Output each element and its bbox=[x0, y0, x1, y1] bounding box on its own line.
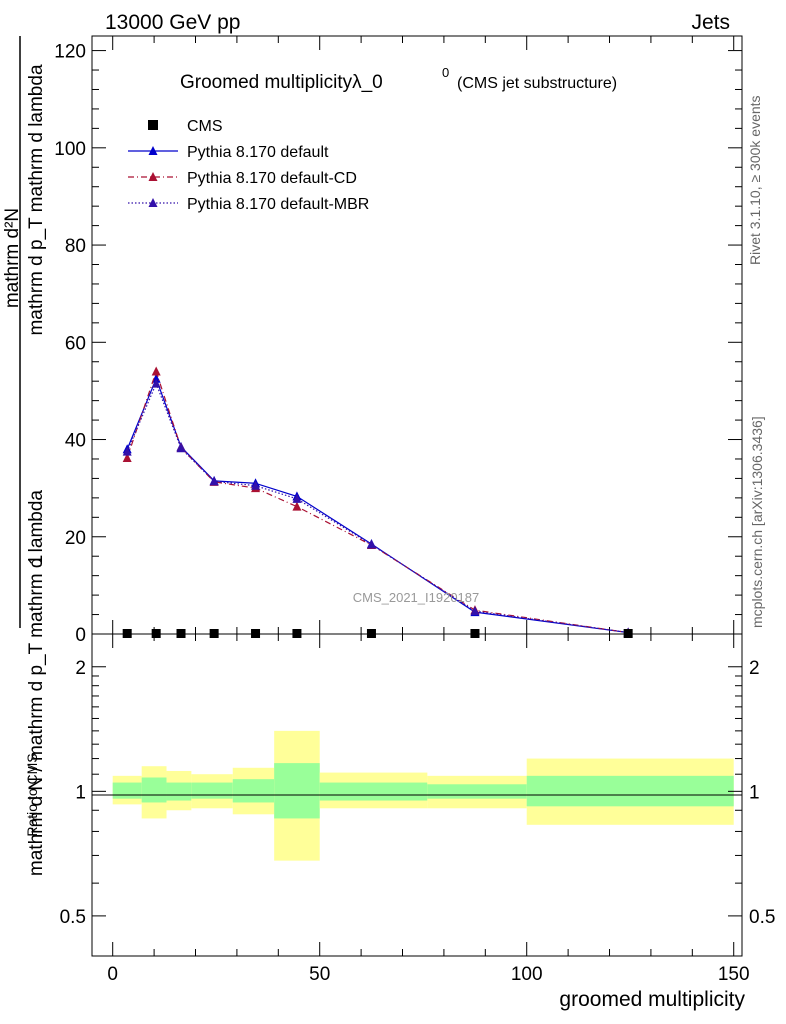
ratio-band-green bbox=[319, 782, 428, 801]
legend-marker bbox=[148, 172, 158, 181]
series-3-point bbox=[251, 480, 261, 490]
ratio-y-tick-label-right: 0.5 bbox=[749, 907, 775, 928]
chart-title-text: Groomed multiplicityλ_0 bbox=[180, 72, 383, 93]
ratio-band-green bbox=[232, 779, 275, 803]
mcplots-label: mcplots.cern.ch [arXiv:1306.3436] bbox=[749, 416, 765, 628]
x-tick-label: 100 bbox=[511, 964, 543, 985]
legend-label: Pythia 8.170 default-MBR bbox=[187, 196, 369, 213]
x-tick-label: 0 bbox=[107, 964, 118, 985]
y-label-prefix: 1 bbox=[26, 555, 47, 566]
ratio-band-green bbox=[526, 775, 734, 807]
series-2-point bbox=[292, 501, 302, 511]
ratio-y-tick-label: 1 bbox=[75, 782, 86, 803]
series-3-point bbox=[470, 606, 480, 616]
chart-title-superscript: 0 bbox=[442, 65, 449, 80]
ratio-band-green bbox=[191, 782, 233, 799]
y-tick-label: 100 bbox=[54, 139, 86, 160]
series-3-point bbox=[176, 443, 186, 453]
legend-label: CMS bbox=[187, 118, 223, 135]
y-tick-label: 40 bbox=[65, 431, 86, 452]
legend: CMS Pythia 8.170 default Pythia 8.170 defa… bbox=[128, 118, 369, 213]
x-tick-label: 150 bbox=[718, 964, 750, 985]
series-3-point bbox=[292, 493, 302, 503]
y-tick-label: 120 bbox=[54, 42, 86, 63]
rivet-label: Rivet 3.1.10, ≥ 300k events bbox=[747, 95, 763, 265]
ratio-plot-panel: 0.5 0.5 1 1 2 2 0 50 100 150 bbox=[60, 633, 775, 985]
y-tick-label: 0 bbox=[75, 625, 86, 646]
legend-label: Pythia 8.170 default-CD bbox=[187, 170, 357, 187]
ratio-axis-ticks: 0.5 0.5 1 1 2 2 0 50 100 150 bbox=[60, 634, 775, 985]
ratio-plot-frame bbox=[91, 633, 743, 957]
series-3-point bbox=[122, 446, 132, 456]
ratio-y-tick-label: 2 bbox=[75, 658, 86, 679]
main-axis-ticks: 0 20 40 60 80 100 120 bbox=[54, 36, 742, 646]
ratio-band-green bbox=[427, 784, 527, 799]
chart-title: Groomed multiplicityλ_0 0 (CMS jet subst… bbox=[180, 65, 617, 93]
main-y-axis-label: 1 mathrm d N / mathrm d p_T mathrm d lam… bbox=[2, 36, 47, 876]
legend-label: Pythia 8.170 default bbox=[187, 144, 329, 161]
analysis-watermark: CMS_2021_I1920187 bbox=[353, 590, 480, 605]
y-label-numerator: mathrm d²N bbox=[2, 208, 23, 308]
ratio-band-green bbox=[112, 782, 142, 799]
legend-marker bbox=[148, 198, 158, 207]
energy-label: 13000 GeV pp bbox=[105, 11, 240, 34]
ratio-band-green bbox=[166, 782, 192, 801]
x-axis-label: groomed multiplicity bbox=[559, 988, 745, 1011]
process-label: Jets bbox=[691, 11, 730, 34]
series-3-point bbox=[366, 539, 376, 549]
ratio-y-tick-label-right: 1 bbox=[749, 782, 760, 803]
y-tick-label: 60 bbox=[65, 333, 86, 354]
ratio-y-tick-label-right: 2 bbox=[749, 658, 760, 679]
series-2-point bbox=[122, 453, 132, 463]
y-label-denominator-1: mathrm d N / mathrm d p_T mathrm d lambd… bbox=[26, 490, 47, 877]
ratio-uncertainty-bands bbox=[112, 730, 734, 861]
legend-marker bbox=[148, 146, 158, 155]
ratio-band-green bbox=[141, 777, 167, 803]
y-tick-label: 20 bbox=[65, 528, 86, 549]
y-tick-label: 80 bbox=[65, 236, 86, 257]
ratio-y-tick-label: 0.5 bbox=[60, 907, 86, 928]
x-tick-label: 50 bbox=[309, 964, 330, 985]
legend-marker-cms bbox=[148, 120, 158, 130]
series-2-point bbox=[151, 366, 161, 376]
ratio-band-green bbox=[274, 763, 320, 819]
series-3-point bbox=[209, 476, 219, 486]
y-label-denominator-2: mathrm d p_T mathrm d lambda bbox=[26, 64, 47, 335]
chart-subtitle: (CMS jet substructure) bbox=[457, 75, 617, 92]
main-plot-panel: 0 20 40 60 80 100 120 CMS_2021_I1920187 Groome… bbox=[54, 35, 743, 646]
ratio-y-axis-label: Ratio to CMS bbox=[24, 753, 40, 836]
series-3-point bbox=[151, 378, 161, 388]
